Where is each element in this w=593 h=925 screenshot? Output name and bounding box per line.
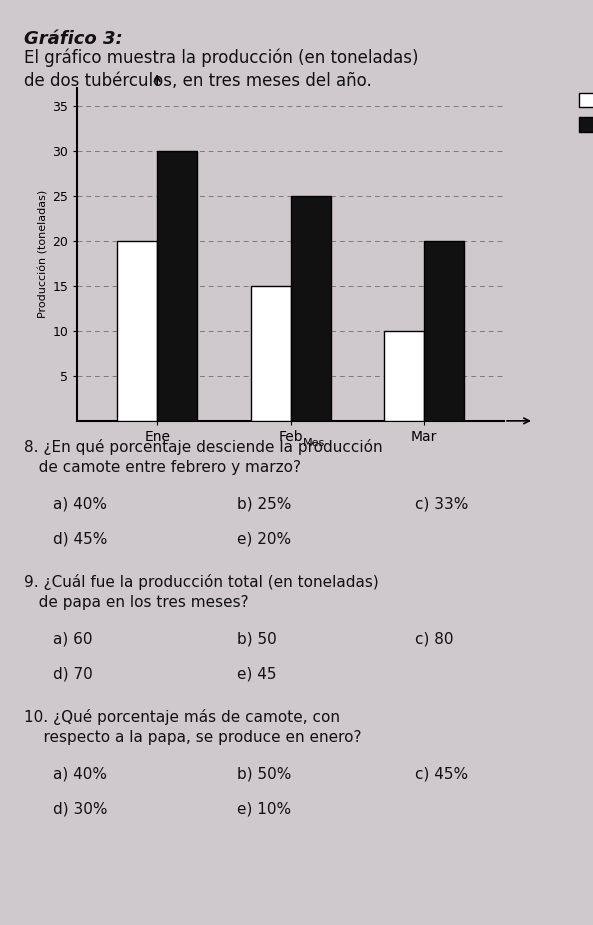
Text: b) 50: b) 50 bbox=[237, 632, 277, 647]
Legend: papa, ca mo te: papa, ca mo te bbox=[573, 88, 593, 137]
Text: Mes: Mes bbox=[302, 438, 325, 449]
Bar bbox=[384, 331, 424, 421]
Text: c) 45%: c) 45% bbox=[415, 767, 468, 782]
Text: e) 20%: e) 20% bbox=[237, 532, 291, 547]
Text: 10. ¿Qué porcentaje más de camote, con
    respecto a la papa, se produce en ene: 10. ¿Qué porcentaje más de camote, con r… bbox=[24, 709, 361, 745]
Text: e) 45: e) 45 bbox=[237, 667, 277, 682]
Text: d) 30%: d) 30% bbox=[53, 802, 108, 817]
Text: d) 70: d) 70 bbox=[53, 667, 93, 682]
Text: 8. ¿En qué porcentaje desciende la producción
   de camote entre febrero y marzo: 8. ¿En qué porcentaje desciende la produ… bbox=[24, 439, 382, 475]
Y-axis label: Producción (toneladas): Producción (toneladas) bbox=[38, 191, 48, 318]
Text: c) 80: c) 80 bbox=[415, 632, 454, 647]
Bar bbox=[250, 286, 291, 421]
Bar bbox=[291, 196, 331, 421]
Text: b) 25%: b) 25% bbox=[237, 497, 292, 512]
Text: e) 10%: e) 10% bbox=[237, 802, 291, 817]
Text: 9. ¿Cuál fue la producción total (en toneladas)
   de papa en los tres meses?: 9. ¿Cuál fue la producción total (en ton… bbox=[24, 574, 378, 610]
Text: Gráfico 3:: Gráfico 3: bbox=[24, 30, 123, 47]
Bar bbox=[157, 151, 197, 421]
Text: El gráfico muestra la producción (en toneladas)
de dos tubérculos, en tres meses: El gráfico muestra la producción (en ton… bbox=[24, 48, 418, 91]
Bar bbox=[424, 240, 464, 421]
Text: a) 40%: a) 40% bbox=[53, 497, 107, 512]
Text: a) 40%: a) 40% bbox=[53, 767, 107, 782]
Text: c) 33%: c) 33% bbox=[415, 497, 468, 512]
Bar bbox=[117, 240, 157, 421]
Text: a) 60: a) 60 bbox=[53, 632, 93, 647]
Text: d) 45%: d) 45% bbox=[53, 532, 108, 547]
Text: b) 50%: b) 50% bbox=[237, 767, 292, 782]
